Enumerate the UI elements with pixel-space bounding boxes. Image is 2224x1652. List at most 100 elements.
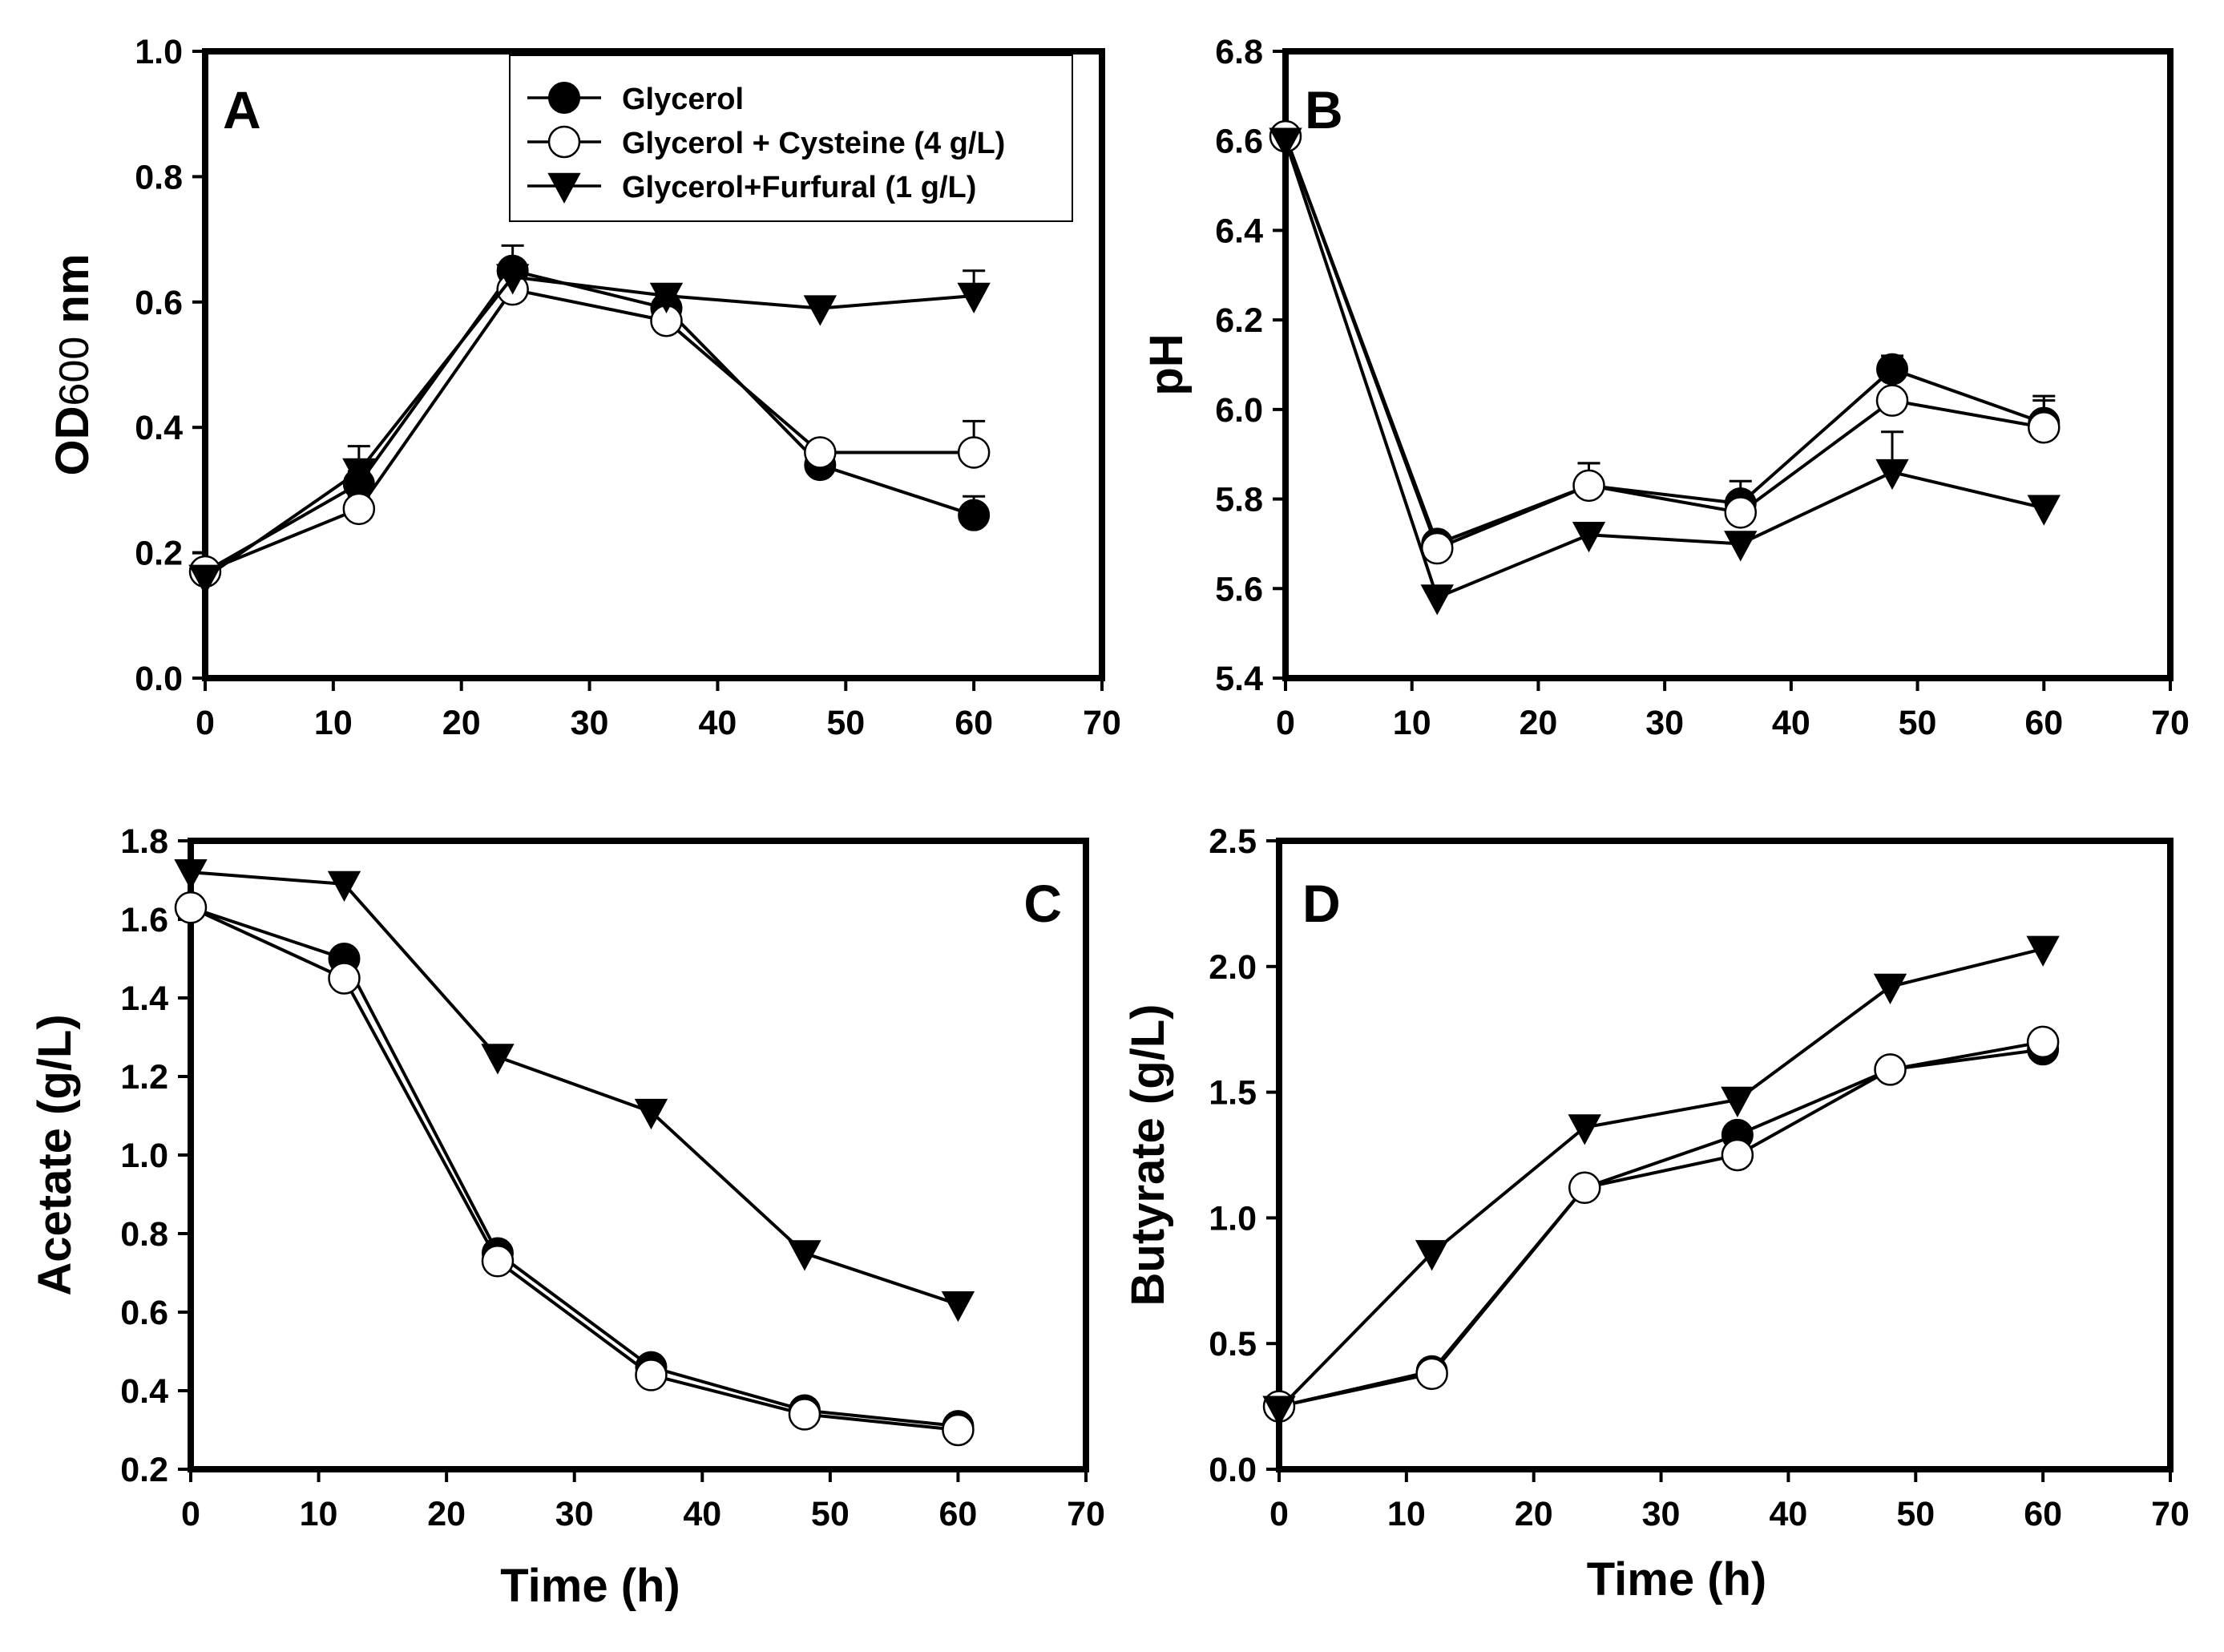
y-tick-label: 0.8 xyxy=(120,1215,168,1254)
data-point-open-circle xyxy=(804,436,837,469)
x-tick-label: 50 xyxy=(1899,704,1937,742)
data-point-filled-triangle xyxy=(941,1291,975,1323)
data-point-filled-triangle xyxy=(803,295,837,326)
data-point-open-circle xyxy=(1415,1357,1448,1391)
y-tick-label: 1.8 xyxy=(120,822,168,861)
plot-frame xyxy=(1282,48,2174,681)
y-tick-label: 2.5 xyxy=(1209,822,1257,861)
x-tick-label: 60 xyxy=(2024,1495,2062,1533)
y-tick-label: 1.0 xyxy=(135,33,183,71)
y-tick-label: 5.4 xyxy=(1215,660,1263,698)
data-point-filled-triangle xyxy=(174,859,208,891)
x-tick-label: 70 xyxy=(2151,704,2190,742)
plot-frame xyxy=(202,48,1105,681)
x-tick-label: 50 xyxy=(1896,1495,1935,1533)
data-point-filled-triangle xyxy=(788,1240,821,1271)
legend-box xyxy=(509,55,1073,222)
legend-label: Glycerol+Furfural (1 g/L) xyxy=(622,171,976,204)
data-point-filled-triangle xyxy=(547,172,581,204)
x-tick-label: 30 xyxy=(1645,704,1684,742)
series-open-circle xyxy=(1262,1025,2060,1423)
y-tick-label: 1.0 xyxy=(1209,1199,1257,1238)
series-filled-circle xyxy=(1269,120,2061,560)
y-tick-label: 1.0 xyxy=(120,1137,168,1175)
series-open-circle xyxy=(1269,119,2061,565)
data-point-filled-triangle xyxy=(1873,973,1907,1004)
x-tick-label: 0 xyxy=(1276,704,1295,742)
panel-d: 0 10 20 30 40 50 60 70 0.0 0.5 1.0 1.5 2.0 2.5 Butyrat… xyxy=(1122,822,2190,1606)
y-tick-label: 1.5 xyxy=(1209,1074,1257,1113)
series-filled-triangle-down xyxy=(1269,127,2061,616)
x-tick-label: 30 xyxy=(1642,1495,1681,1533)
x-tick-label: 20 xyxy=(427,1495,466,1533)
series-filled-triangle-down xyxy=(174,859,975,1323)
y-tick-label: 6.0 xyxy=(1215,391,1263,430)
y-tick-label: 0.8 xyxy=(135,158,183,196)
series-filled-circle xyxy=(175,891,975,1443)
series-line xyxy=(1278,1048,2044,1408)
data-point-filled-triangle xyxy=(1721,1086,1754,1118)
data-point-filled-triangle xyxy=(1415,1240,1449,1271)
legend-label: Glycerol + Cysteine (4 g/L) xyxy=(622,127,1005,160)
series-line xyxy=(190,906,959,1432)
y-tick-label: 1.2 xyxy=(120,1058,168,1097)
data-point-filled-triangle xyxy=(481,1044,515,1075)
data-point-filled-triangle xyxy=(1420,584,1454,616)
x-tick-label: 70 xyxy=(1067,1495,1105,1533)
data-point-open-circle xyxy=(2028,410,2061,444)
data-point-open-circle xyxy=(1421,531,1454,565)
plot-frame xyxy=(1276,838,2174,1472)
x-tick-label: 70 xyxy=(2151,1495,2190,1533)
x-tick-label: 20 xyxy=(442,704,481,742)
x-tick-label: 70 xyxy=(1083,704,1121,742)
y-tick-label: 6.6 xyxy=(1215,123,1263,161)
data-point-filled-triangle xyxy=(188,564,222,596)
y-axis-title: pH xyxy=(1140,333,1193,395)
data-point-filled-triangle xyxy=(1269,127,1302,159)
legend-entry: Glycerol+Furfural (1 g/L) xyxy=(527,171,976,204)
x-tick-label: 20 xyxy=(1520,704,1558,742)
data-point-filled-triangle xyxy=(342,458,376,489)
legend-entry: Glycerol + Cysteine (4 g/L) xyxy=(527,125,1005,160)
series-filled-triangle-down xyxy=(188,263,991,596)
data-point-filled-circle xyxy=(548,82,580,114)
x-tick-label: 40 xyxy=(1770,1495,1808,1533)
y-axis-title: Acetate (g/L) xyxy=(29,1014,81,1295)
x-tick-label: 20 xyxy=(1515,1495,1553,1533)
x-tick-label: 10 xyxy=(300,1495,338,1533)
data-point-filled-triangle xyxy=(1568,1114,1601,1145)
data-point-open-circle xyxy=(1724,496,1758,529)
series-line xyxy=(190,870,959,1307)
x-axis-title: Time (h) xyxy=(1587,1553,1767,1606)
x-tick-label: 10 xyxy=(1387,1495,1426,1533)
data-point-filled-circle xyxy=(958,499,991,531)
legend-label: Glycerol xyxy=(622,83,744,116)
data-point-filled-triangle xyxy=(2027,495,2061,526)
panel-letter: B xyxy=(1305,80,1343,139)
y-tick-label: 0.4 xyxy=(135,409,183,447)
data-point-filled-triangle xyxy=(2026,935,2060,967)
panel-letter: D xyxy=(1302,874,1341,933)
legend-marker-filled-circle xyxy=(548,82,580,114)
data-point-filled-triangle xyxy=(1875,458,1909,491)
x-tick-label: 30 xyxy=(555,1495,594,1533)
legend-entry: Glycerol xyxy=(527,82,744,116)
x-tick-label: 60 xyxy=(2024,704,2063,742)
x-tick-label: 50 xyxy=(811,1495,850,1533)
series-line xyxy=(1278,1040,2044,1408)
y-axis-title: OD600 nm xyxy=(46,254,99,476)
x-axis-title: Time (h) xyxy=(500,1560,680,1612)
data-point-filled-triangle xyxy=(1724,531,1758,562)
series-line xyxy=(204,269,975,573)
data-point-filled-triangle xyxy=(649,282,684,314)
y-tick-label: 6.4 xyxy=(1215,212,1263,250)
y-axis-title-rest: nm xyxy=(46,254,99,337)
data-point-open-circle xyxy=(1875,384,1909,417)
data-point-filled-triangle xyxy=(957,282,991,314)
series-filled-triangle-down xyxy=(1262,935,2060,1427)
x-tick-label: 30 xyxy=(571,704,609,742)
data-point-filled-triangle xyxy=(495,264,530,295)
y-axis-title-main: OD xyxy=(46,406,99,475)
y-tick-label: 2.0 xyxy=(1209,948,1257,987)
